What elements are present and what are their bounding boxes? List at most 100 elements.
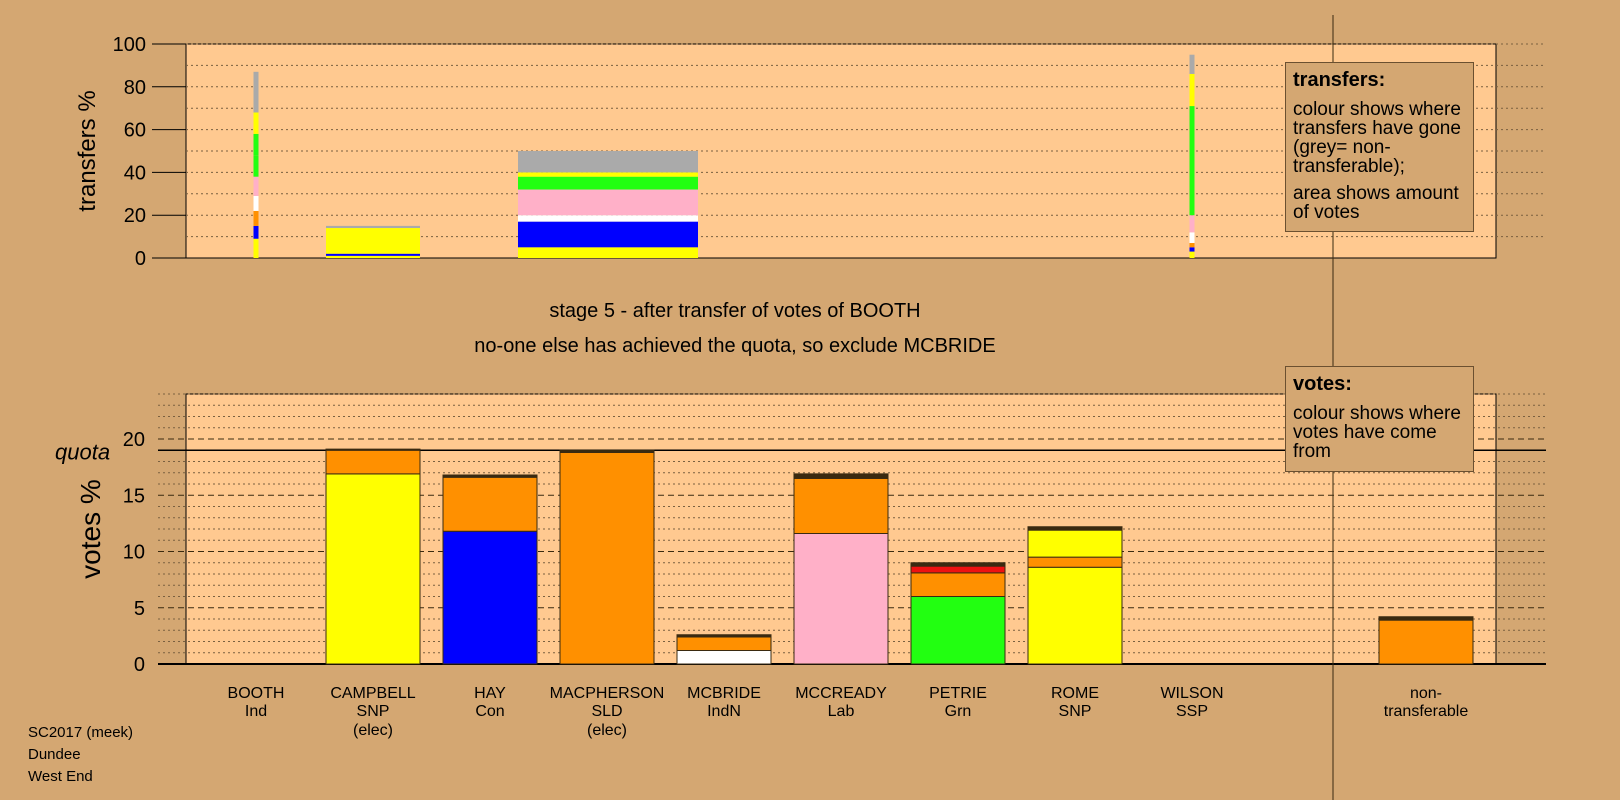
candidate-status-label: (elec) — [353, 722, 393, 739]
vote-segment — [910, 565, 1006, 574]
votes-y-axis-label: votes % — [75, 479, 106, 579]
footer-ward: West End — [28, 768, 93, 785]
candidate-party-label: Lab — [828, 703, 855, 720]
transfer-segment — [253, 112, 259, 134]
votes-y-tick-label: 15 — [123, 485, 145, 507]
transfers-y-tick-label: 40 — [124, 162, 146, 184]
transfer-segment — [1189, 232, 1195, 244]
transfer-segment — [1189, 251, 1195, 258]
vote-segment — [910, 562, 1006, 567]
transfers-y-tick-label: 60 — [124, 120, 146, 142]
transfers-y-axis-label: transfers % — [74, 90, 101, 211]
transfers-y-tick-label: 0 — [135, 248, 146, 270]
transfer-segment — [253, 210, 259, 226]
transfers-y-tick-label: 20 — [124, 205, 146, 227]
vote-segment — [793, 477, 889, 534]
votes-y-tick-label: 20 — [123, 429, 145, 451]
stage-subtitle: no-one else has achieved the quota, so e… — [474, 335, 996, 357]
candidate-name-label: CAMPBELL — [330, 685, 415, 702]
footer-council: Dundee — [28, 746, 81, 763]
candidate-party-label: transferable — [1384, 703, 1469, 720]
candidate-party-label: SSP — [1176, 703, 1208, 720]
vote-segment — [325, 449, 421, 475]
vote-segment — [676, 636, 772, 651]
transfers-legend-text-1: colour shows where transfers have gone (… — [1293, 99, 1461, 177]
votes-y-tick-label: 0 — [134, 654, 145, 676]
votes-y-tick-label: 5 — [134, 598, 145, 620]
transfer-segment — [518, 189, 698, 216]
transfer-segment — [1189, 106, 1195, 216]
votes-legend-text: colour shows where votes have come from — [1293, 403, 1461, 462]
candidate-name-label: MCBRIDE — [687, 685, 761, 702]
transfer-segment — [326, 255, 420, 258]
transfers-legend-title: transfers: — [1293, 69, 1386, 91]
vote-segment — [1378, 616, 1474, 621]
vote-segment — [325, 473, 421, 665]
transfer-segment — [326, 253, 420, 256]
vote-segment — [442, 474, 538, 478]
votes-legend: votes: colour shows where votes have com… — [1285, 366, 1474, 472]
vote-segment — [793, 473, 889, 479]
transfer-segment — [253, 238, 259, 258]
transfer-segment — [1189, 73, 1195, 107]
candidate-party-label: SNP — [1059, 703, 1092, 720]
transfer-segment — [518, 215, 698, 222]
vote-segment — [1027, 566, 1123, 665]
transfer-segment — [253, 133, 259, 156]
transfers-legend-text-2: area shows amount of votes — [1293, 183, 1459, 223]
vote-segment — [793, 533, 889, 665]
candidate-name-label: ROME — [1051, 685, 1099, 702]
candidate-party-label: Ind — [245, 703, 267, 720]
transfer-segment — [253, 155, 259, 177]
transfer-segment — [253, 195, 259, 211]
transfer-segment — [518, 221, 698, 248]
vote-segment — [1378, 619, 1474, 665]
candidate-status-label: (elec) — [587, 722, 627, 739]
candidate-party-label: Con — [475, 703, 504, 720]
transfers-legend: transfers: colour shows where transfers … — [1285, 62, 1474, 232]
vote-segment — [325, 448, 421, 451]
vote-segment — [1027, 556, 1123, 568]
vote-segment — [559, 449, 655, 453]
vote-segment — [910, 572, 1006, 597]
quota-label: quota — [55, 439, 110, 464]
candidate-name-label: WILSON — [1160, 685, 1223, 702]
transfer-segment — [253, 71, 259, 113]
transfer-segment — [326, 225, 420, 229]
candidate-name-label: MACPHERSON — [550, 685, 665, 702]
candidate-name-label: HAY — [474, 685, 506, 702]
votes-y-tick-label: 10 — [123, 542, 145, 564]
candidate-party-label: SNP — [357, 703, 390, 720]
transfer-segment — [518, 151, 698, 173]
transfers-y-tick-label: 80 — [124, 77, 146, 99]
candidate-name-label: PETRIE — [929, 685, 987, 702]
transfer-segment — [1189, 243, 1195, 248]
vote-segment — [676, 634, 772, 638]
candidate-party-label: SLD — [591, 703, 622, 720]
candidate-party-label: Grn — [945, 703, 972, 720]
transfer-segment — [253, 225, 259, 239]
stage-title: stage 5 - after transfer of votes of BOO… — [549, 300, 921, 322]
transfer-segment — [326, 228, 420, 254]
vote-segment — [1027, 526, 1123, 531]
candidate-name-label: non- — [1410, 685, 1442, 702]
transfer-segment — [253, 176, 259, 196]
transfer-segment — [1189, 215, 1195, 233]
transfer-segment — [518, 172, 698, 177]
transfers-y-tick-label: 100 — [113, 34, 146, 56]
candidate-name-label: MCCREADY — [795, 685, 887, 702]
vote-segment — [910, 596, 1006, 665]
vote-segment — [1027, 529, 1123, 558]
candidate-party-label: IndN — [707, 703, 741, 720]
candidate-name-label: BOOTH — [228, 685, 285, 702]
vote-segment — [442, 476, 538, 532]
transfer-segment — [1189, 54, 1195, 74]
transfer-segment — [518, 247, 698, 258]
vote-segment — [442, 530, 538, 665]
vote-segment — [559, 452, 655, 665]
transfer-segment — [518, 176, 698, 190]
footer-election: SC2017 (meek) — [28, 724, 134, 741]
votes-legend-title: votes: — [1293, 373, 1352, 395]
transfer-segment — [1189, 247, 1195, 252]
